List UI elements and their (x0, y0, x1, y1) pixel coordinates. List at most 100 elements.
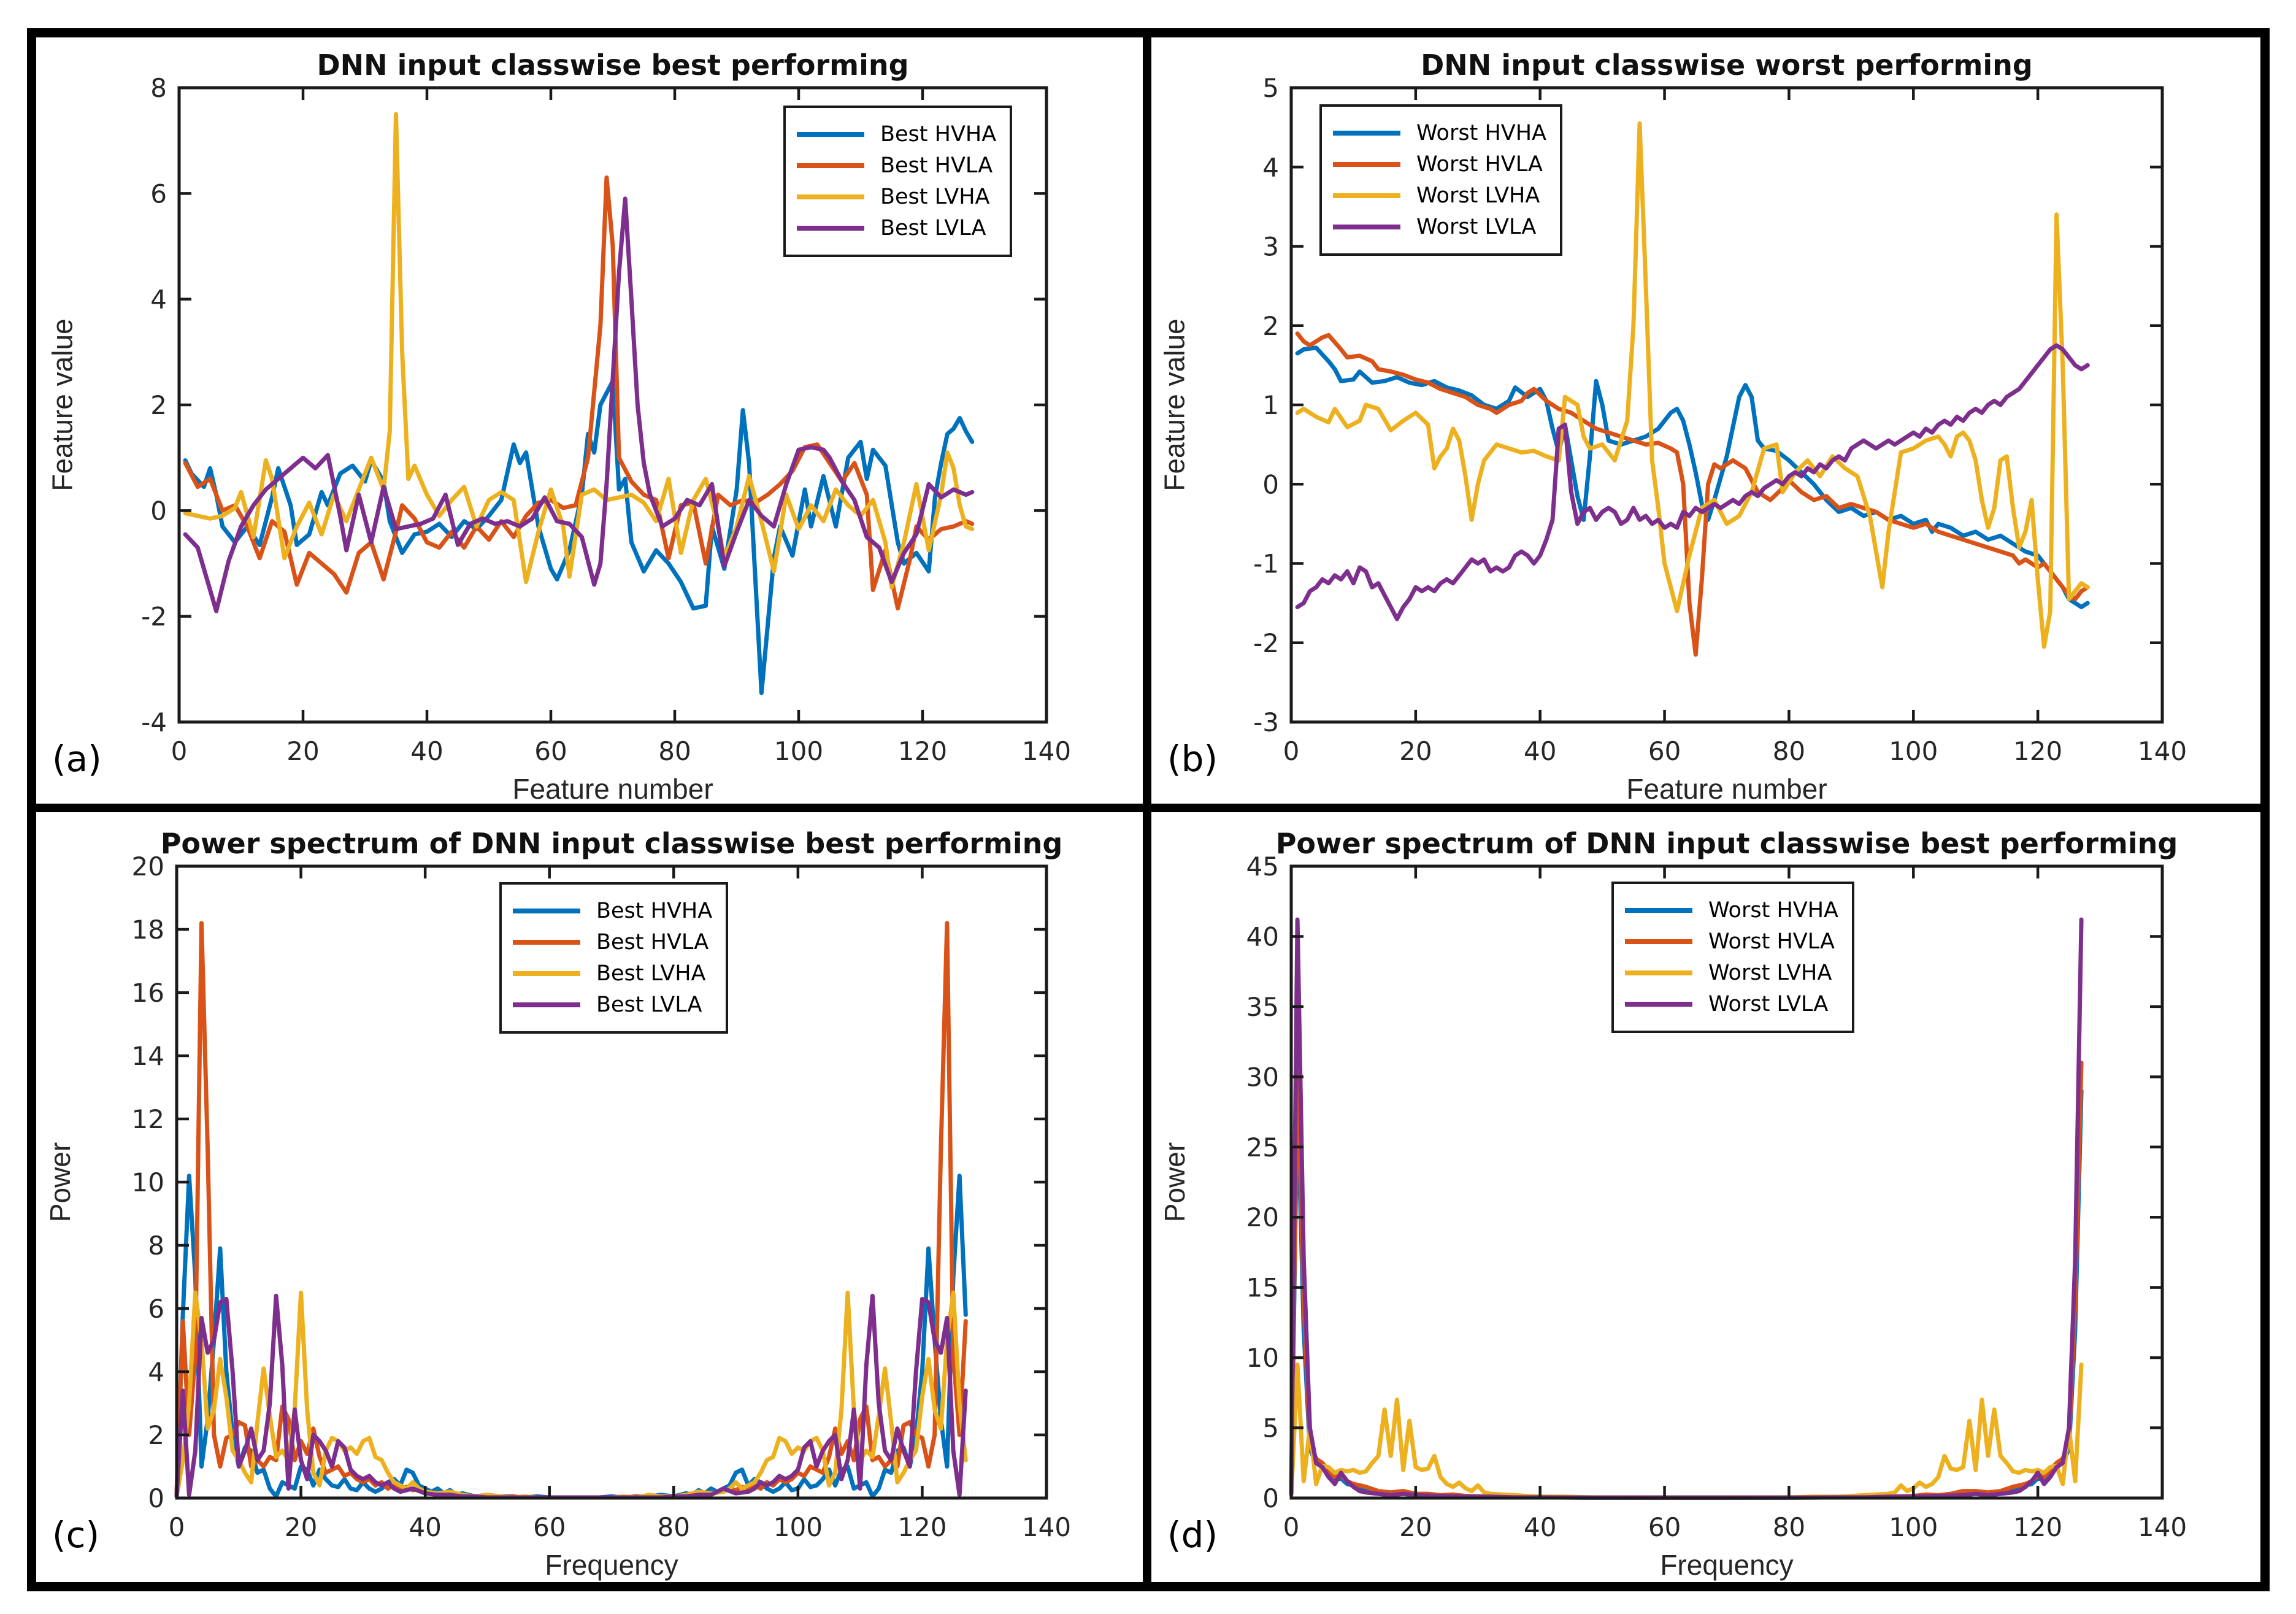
svg-text:8: 8 (148, 1231, 164, 1261)
legend-label: Worst LVLA (1708, 992, 1829, 1016)
legend-label: Best HVLA (596, 930, 709, 955)
legend-label: Worst LVHA (1708, 961, 1832, 985)
legend-line-swatch (513, 1002, 580, 1007)
legend-line-swatch (1625, 908, 1692, 913)
svg-text:6: 6 (150, 179, 167, 209)
svg-text:3: 3 (1262, 232, 1279, 262)
plot-area-d: 0 20 40 60 80 100 120 140 0 5 10 15 20 25 30 35 40 45 (1246, 851, 2187, 1542)
svg-text:0: 0 (1283, 1512, 1300, 1542)
svg-text:100: 100 (774, 736, 823, 766)
legend-item: Worst LVHA (1625, 961, 1838, 985)
svg-text:0: 0 (1262, 469, 1279, 499)
legend-item: Worst HVLA (1625, 929, 1838, 954)
legend: Best HVHA Best HVLA Best LVHA Best LVLA (499, 882, 729, 1034)
svg-text:0: 0 (171, 736, 188, 766)
svg-text:14: 14 (132, 1041, 164, 1071)
svg-text:35: 35 (1246, 992, 1279, 1022)
svg-text:100: 100 (1889, 1512, 1938, 1542)
legend-line-swatch (513, 940, 580, 945)
x-axis-label: Frequency (1660, 1549, 1794, 1581)
svg-text:80: 80 (1773, 736, 1805, 766)
legend-line-swatch (1333, 131, 1400, 136)
svg-text:-4: -4 (141, 707, 167, 737)
svg-text:2: 2 (150, 390, 167, 420)
legend: Worst HVHA Worst HVLA Worst LVHA Worst LVLA (1319, 104, 1562, 256)
svg-text:0: 0 (1262, 1483, 1279, 1513)
svg-text:140: 140 (2138, 736, 2187, 766)
legend-item: Worst LVLA (1333, 215, 1546, 239)
legend-item: Best LVLA (797, 216, 996, 240)
svg-text:40: 40 (409, 1512, 441, 1542)
panel-a: 0 20 40 60 80 100 120 140 -4 -2 0 2 4 6 8 DNN input cl… (36, 37, 1143, 804)
x-axis-label: Frequency (545, 1549, 678, 1581)
legend-item: Worst HVLA (1333, 152, 1546, 177)
svg-text:4: 4 (148, 1357, 164, 1387)
svg-text:10: 10 (132, 1167, 164, 1197)
legend-line-swatch (1625, 1002, 1692, 1007)
svg-text:80: 80 (658, 736, 691, 766)
svg-text:18: 18 (132, 915, 164, 945)
chart-title: DNN input classwise best performing (317, 48, 909, 82)
legend-line-swatch (1333, 193, 1400, 198)
legend-item: Worst HVHA (1625, 898, 1838, 923)
corner-label: (b) (1167, 738, 1218, 780)
svg-text:20: 20 (285, 1512, 317, 1542)
y-axis-label: Feature value (1159, 318, 1191, 491)
figure-frame: 0 20 40 60 80 100 120 140 -4 -2 0 2 4 6 8 DNN input cl… (27, 28, 2270, 1591)
legend-item: Worst HVHA (1333, 121, 1546, 145)
svg-text:40: 40 (1246, 921, 1279, 951)
plot-area-a: 0 20 40 60 80 100 120 140 -4 -2 0 2 4 6 8 (141, 73, 1071, 766)
panel-c: 0 20 40 60 80 100 120 140 0 2 4 6 8 10 12 14 16 18 20 Powe… (36, 812, 1143, 1582)
svg-text:12: 12 (132, 1104, 164, 1134)
svg-text:6: 6 (148, 1294, 164, 1324)
legend-line-swatch (797, 226, 864, 231)
legend-label: Worst HVHA (1708, 898, 1838, 923)
svg-text:-2: -2 (141, 602, 167, 632)
legend-line-swatch (1333, 162, 1400, 167)
legend-item: Best LVHA (513, 961, 712, 986)
panel-b: 0 20 40 60 80 100 120 140 -3 -2 -1 0 1 2 3 4 5 DNN input… (1151, 37, 2260, 804)
svg-text:-1: -1 (1253, 549, 1279, 579)
legend-item: Best HVHA (797, 122, 996, 147)
legend-line-swatch (513, 909, 580, 913)
svg-text:4: 4 (1262, 152, 1279, 182)
x-axis-label: Feature number (1626, 773, 1827, 804)
svg-text:0: 0 (169, 1512, 185, 1542)
chart-title: DNN input classwise worst performing (1421, 48, 2033, 82)
svg-text:60: 60 (533, 1512, 566, 1542)
chart-title: Power spectrum of DNN input classwise be… (160, 827, 1063, 860)
y-axis-label: Power (1159, 1142, 1191, 1223)
chart-title: Power spectrum of DNN input classwise be… (1275, 827, 2178, 860)
svg-text:2: 2 (1262, 311, 1279, 341)
legend-line-swatch (1333, 225, 1400, 229)
svg-text:45: 45 (1246, 851, 1279, 882)
legend-line-swatch (797, 132, 864, 137)
svg-text:120: 120 (2013, 736, 2062, 766)
legend-label: Worst LVLA (1416, 215, 1537, 239)
legend-label: Best HVHA (596, 899, 713, 923)
x-axis-label: Feature number (512, 773, 713, 804)
svg-text:5: 5 (1262, 1413, 1279, 1443)
svg-text:20: 20 (286, 736, 319, 766)
panel-d: 0 20 40 60 80 100 120 140 0 5 10 15 20 25 30 35 40 45 Pow… (1151, 812, 2260, 1582)
svg-text:120: 120 (2013, 1512, 2062, 1542)
svg-text:20: 20 (1399, 736, 1432, 766)
svg-text:120: 120 (898, 736, 947, 766)
legend: Worst HVHA Worst HVLA Worst LVHA Worst LVLA (1611, 882, 1854, 1033)
legend-item: Best LVLA (513, 993, 712, 1017)
svg-text:4: 4 (150, 285, 167, 315)
svg-text:16: 16 (132, 978, 164, 1008)
legend-item: Worst LVHA (1333, 183, 1546, 208)
svg-text:80: 80 (658, 1512, 690, 1542)
svg-text:100: 100 (1889, 736, 1938, 766)
svg-text:15: 15 (1246, 1273, 1279, 1303)
y-axis-label: Feature value (47, 318, 79, 491)
legend-label: Best HVLA (880, 153, 993, 178)
legend-line-swatch (1625, 970, 1692, 975)
svg-text:0: 0 (1283, 736, 1300, 766)
svg-text:140: 140 (2138, 1512, 2187, 1542)
legend-item: Best HVLA (513, 930, 712, 955)
svg-text:25: 25 (1246, 1132, 1279, 1162)
plot-area-b: 0 20 40 60 80 100 120 140 -3 -2 -1 0 1 2 3 4 5 (1253, 73, 2187, 766)
legend-label: Best LVHA (596, 961, 706, 986)
